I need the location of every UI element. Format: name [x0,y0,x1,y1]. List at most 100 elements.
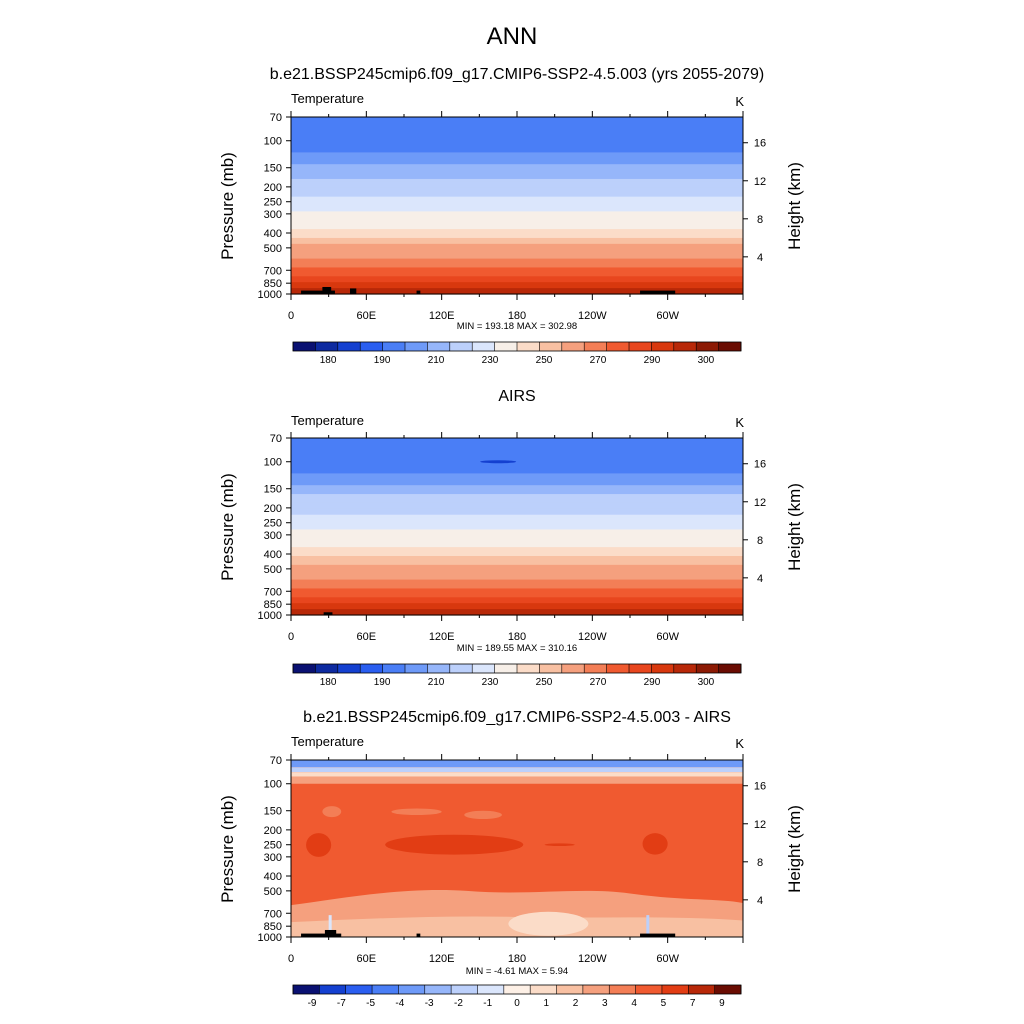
contour-band [291,167,743,171]
contour-band [291,517,743,522]
x-tick-label: 0 [288,631,294,643]
contour-band [291,767,743,773]
contour-band [291,128,743,133]
contour-band [291,511,743,516]
y-axis-title-right: Height (km) [785,162,804,250]
colorbar-swatch [345,985,373,994]
colorbar-swatch [530,985,557,994]
contour-patch [646,915,650,937]
y-tick-label: 400 [264,228,282,240]
contour-band [291,776,743,784]
colorbar-label: -3 [425,998,434,1009]
contour-band [291,240,743,245]
contour-band [291,170,743,174]
colorbar-swatch [382,342,406,351]
x-tick-label: 60W [656,310,679,322]
contour-band [291,285,743,289]
contour-band [291,267,743,271]
colorbar-swatch [561,342,585,351]
y-right-tick-label: 16 [754,459,766,471]
y-tick-label: 300 [264,530,282,542]
contour-band [291,497,743,501]
colorbar-label: 300 [698,355,715,366]
colorbar-swatch [696,342,719,351]
contour-band [291,529,743,533]
panel-3: b.e21.BSSP245cmip6.f09_g17.CMIP6-SSP2-4.… [218,709,804,1009]
colorbar-swatch [556,985,584,994]
contour-band [291,508,743,513]
colorbar-label: -5 [366,998,375,1009]
colorbar-swatch [609,985,636,994]
contour-band [291,226,743,230]
contour-patch [544,843,575,847]
y-tick-label: 70 [270,433,282,445]
surface-layer [291,610,743,615]
contour-patch [322,806,342,818]
y-axis-title: Pressure (mb) [218,473,237,581]
y-tick-label: 200 [264,825,282,837]
contour-band [291,547,743,551]
contour-band [291,187,743,192]
contour-band [291,600,743,604]
contour-band [291,573,743,578]
contour-band [291,499,743,504]
colorbar-swatch [494,664,518,673]
contour-band [291,494,743,498]
contour-patch [306,833,332,857]
y-right-tick-label: 8 [757,535,763,547]
colorbar-swatch [651,664,675,673]
contour-band [291,556,743,560]
colorbar-swatch [696,664,719,673]
contour-band [291,122,743,127]
y-tick-label: 200 [264,182,282,194]
contour-band [291,178,743,183]
land-mask [301,290,335,294]
surface-layer [291,289,743,294]
contour-band [291,443,743,448]
colorbar-label: 250 [536,355,553,366]
colorbar-swatch [688,985,716,994]
contour-band [291,258,743,263]
contour-band [291,591,743,595]
contour-band [291,505,743,510]
contour-band [291,119,743,124]
colorbar-label: 210 [428,355,445,366]
y-tick-label: 850 [264,278,282,290]
stats-label: MIN = 193.18 MAX = 302.98 [457,321,577,332]
y-tick-label: 850 [264,921,282,933]
colorbar-swatch [382,664,406,673]
colorbar-swatch [503,985,531,994]
y-axis-title: Pressure (mb) [218,152,237,260]
colorbar-label: 230 [482,355,499,366]
contour-band [291,255,743,260]
colorbar-swatch [427,342,451,351]
colorbar-swatch [319,985,347,994]
contour-band [291,491,743,495]
contour-band [291,482,743,486]
colorbar-swatch [673,664,697,673]
contour-band [291,131,743,136]
contour-band [291,541,743,545]
contour-band [291,134,743,139]
contour-band [291,579,743,584]
colorbar-swatch [539,664,563,673]
x-tick-label: 180 [508,310,526,322]
y-tick-label: 250 [264,518,282,530]
colorbar-label: 230 [482,677,499,688]
panel-title: b.e21.BSSP245cmip6.f09_g17.CMIP6-SSP2-4.… [303,709,731,726]
colorbar-swatch [606,664,630,673]
y-tick-label: 70 [270,755,282,767]
colorbar-swatch [360,664,383,673]
y-tick-label: 700 [264,586,282,598]
contour-band [291,249,743,254]
colorbar-label: 0 [514,998,520,1009]
colorbar-swatch [293,985,320,994]
contour-band [291,520,743,525]
colorbar-label: 5 [661,998,667,1009]
contour-band [291,196,743,201]
colorbar-swatch [584,664,607,673]
contour-band [291,223,743,227]
